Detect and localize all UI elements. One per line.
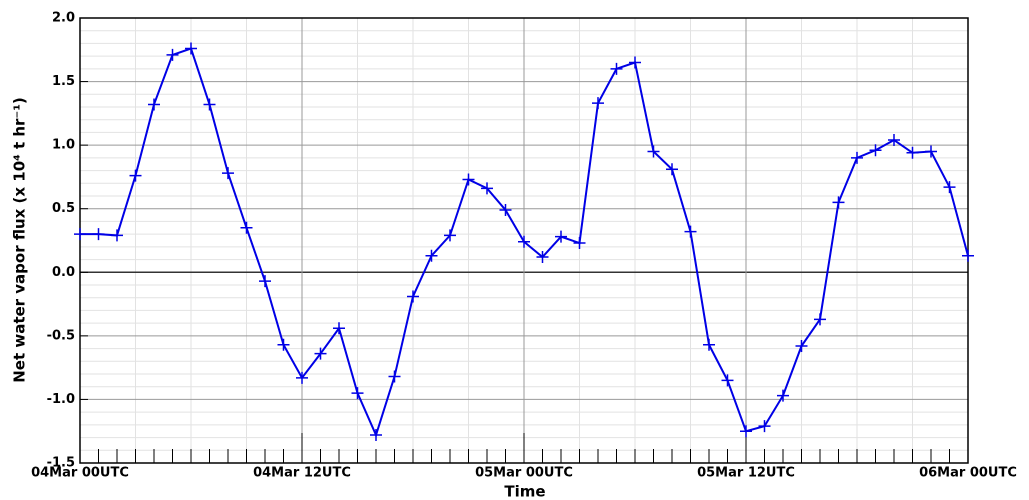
marker (555, 230, 567, 243)
marker (351, 387, 364, 400)
marker (333, 322, 345, 335)
marker (795, 340, 808, 353)
marker (203, 98, 216, 111)
marker (962, 249, 974, 262)
marker (499, 203, 512, 216)
marker (444, 229, 456, 242)
marker (462, 173, 475, 186)
x-tick-label: 06Mar 00UTC (919, 466, 1017, 481)
marker (851, 151, 863, 164)
y-tick-label: -1.0 (47, 392, 75, 407)
y-tick-label: -0.5 (47, 328, 75, 343)
y-tick-label: -1.5 (47, 456, 75, 471)
x-tick-label: 04Mar 00UTC (31, 466, 129, 481)
marker (666, 163, 678, 176)
y-tick-label: 0.5 (52, 201, 75, 216)
marker (388, 370, 401, 383)
marker (610, 62, 623, 75)
y-tick-label: 0.0 (52, 265, 75, 280)
marker (240, 221, 253, 234)
marker (425, 249, 438, 262)
y-tick-label: 1.5 (52, 74, 75, 89)
marker (647, 145, 660, 158)
marker (481, 182, 493, 195)
marker (166, 48, 179, 61)
marker (111, 229, 123, 242)
y-tick-label: 1.0 (52, 138, 75, 153)
marker (925, 145, 937, 158)
marker (758, 420, 771, 433)
marker (703, 338, 715, 351)
marker (129, 169, 142, 182)
marker (74, 228, 86, 241)
marker (629, 56, 641, 69)
marker (721, 374, 734, 387)
marker (277, 338, 290, 351)
plot-frame (79, 17, 969, 464)
marker (407, 290, 419, 303)
marker (832, 196, 845, 209)
marker (148, 98, 160, 111)
marker (906, 146, 919, 159)
marker (92, 228, 105, 241)
y-tick-label: 2.0 (52, 11, 75, 26)
marker (185, 42, 197, 55)
x-tick-label: 05Mar 00UTC (475, 466, 573, 481)
marker (814, 313, 826, 326)
marker (370, 429, 382, 442)
marker (536, 251, 549, 264)
marker (296, 371, 308, 384)
x-axis-label: Time (504, 483, 545, 500)
marker (573, 237, 586, 250)
x-tick-label: 05Mar 12UTC (697, 466, 795, 481)
marker (869, 144, 882, 157)
marker (888, 134, 900, 147)
marker (684, 225, 697, 238)
y-axis-label: Net water vapor flux (x 10⁴ t hr⁻¹) (11, 97, 29, 383)
marker (259, 275, 271, 288)
marker (314, 347, 327, 360)
marker (592, 97, 604, 110)
marker (777, 389, 789, 402)
x-tick-label: 04Mar 12UTC (253, 466, 351, 481)
marker (943, 181, 956, 194)
marker (518, 235, 530, 248)
marker (740, 425, 752, 438)
marker (222, 167, 234, 180)
